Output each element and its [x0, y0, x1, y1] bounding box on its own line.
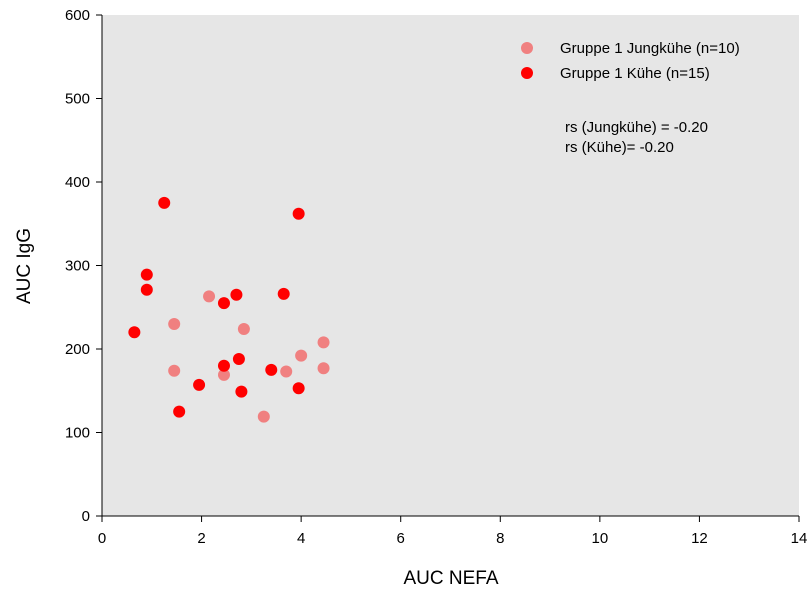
legend-marker-series-2 [521, 67, 533, 79]
data-point-series-2 [173, 405, 186, 418]
axis-ticks: 0 2 4 6 8 10 12 14 0 100 200 300 400 500 600 [65, 7, 807, 547]
x-tick-label: 4 [297, 530, 305, 547]
legend-marker-series-1 [521, 42, 533, 54]
y-tick-label: 0 [82, 508, 90, 525]
data-point-series-2 [277, 287, 290, 300]
data-point-series-1 [203, 290, 216, 303]
x-tick-label: 6 [397, 530, 405, 547]
y-tick-label: 600 [65, 7, 90, 24]
y-tick-label: 500 [65, 91, 90, 108]
annotation-rs-jungkuehe: rs (Jungkühe) = -0.20 [565, 119, 708, 136]
y-tick-label: 200 [65, 341, 90, 358]
data-point-series-1 [168, 317, 181, 330]
y-tick-label: 300 [65, 258, 90, 275]
x-tick-label: 8 [496, 530, 504, 547]
plot-background [102, 15, 799, 516]
data-point-series-1 [257, 410, 270, 423]
data-points [128, 196, 330, 423]
data-point-series-2 [217, 297, 230, 310]
data-point-series-2 [232, 353, 245, 366]
annotation-rs-kuehe: rs (Kühe)= -0.20 [565, 139, 674, 156]
data-point-series-1 [280, 365, 293, 378]
data-point-series-1 [217, 368, 230, 381]
x-tick-label: 12 [691, 530, 708, 547]
data-point-series-2 [265, 363, 278, 376]
data-point-series-1 [168, 364, 181, 377]
data-point-series-2 [235, 385, 248, 398]
x-tick-label: 14 [791, 530, 807, 547]
data-point-series-2 [140, 268, 153, 281]
data-point-series-2 [230, 288, 243, 301]
data-point-series-2 [140, 283, 153, 296]
x-tick-label: 10 [592, 530, 609, 547]
y-tick-label: 100 [65, 425, 90, 442]
data-point-series-2 [292, 207, 305, 220]
data-point-series-2 [292, 382, 305, 395]
y-axis-title: AUC IgG [14, 228, 35, 304]
data-point-series-1 [317, 336, 330, 349]
x-tick-label: 2 [197, 530, 205, 547]
data-point-series-1 [237, 322, 250, 335]
data-point-series-2 [128, 326, 141, 339]
x-axis-title: AUC NEFA [403, 568, 498, 589]
y-tick-label: 400 [65, 174, 90, 191]
x-tick-label: 0 [98, 530, 106, 547]
data-point-series-2 [193, 378, 206, 391]
data-point-series-1 [295, 349, 308, 362]
legend-label-series-1: Gruppe 1 Jungkühe (n=10) [560, 40, 740, 57]
data-point-series-2 [158, 196, 171, 209]
data-point-series-1 [317, 362, 330, 375]
legend-label-series-2: Gruppe 1 Kühe (n=15) [560, 65, 710, 82]
legend: Gruppe 1 Jungkühe (n=10) Gruppe 1 Kühe (… [521, 40, 740, 82]
data-point-series-2 [217, 359, 230, 372]
